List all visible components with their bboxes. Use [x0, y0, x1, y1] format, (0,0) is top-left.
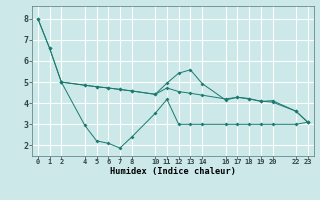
X-axis label: Humidex (Indice chaleur): Humidex (Indice chaleur): [110, 167, 236, 176]
